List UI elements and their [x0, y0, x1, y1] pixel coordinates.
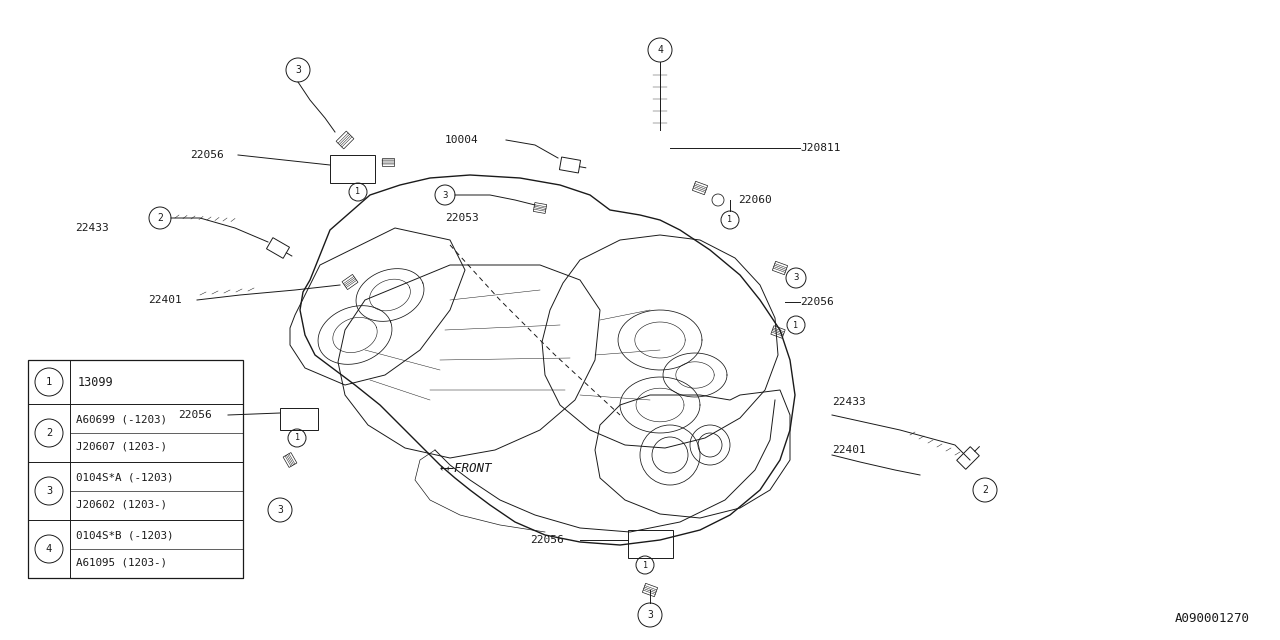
- Text: 22401: 22401: [832, 445, 865, 455]
- Text: 3: 3: [648, 610, 653, 620]
- Text: 2: 2: [157, 213, 163, 223]
- Text: J20811: J20811: [800, 143, 841, 153]
- Text: 1: 1: [356, 188, 361, 196]
- Text: 13099: 13099: [78, 376, 114, 388]
- Text: 0104S*A (-1203): 0104S*A (-1203): [76, 472, 174, 482]
- Text: 1: 1: [643, 561, 648, 570]
- Text: A60699 (-1203): A60699 (-1203): [76, 414, 166, 424]
- Text: 22060: 22060: [739, 195, 772, 205]
- Text: 2: 2: [982, 485, 988, 495]
- Text: 2: 2: [46, 428, 52, 438]
- Text: 22056: 22056: [530, 535, 563, 545]
- Text: 1: 1: [794, 321, 799, 330]
- Bar: [28, 360, 243, 578]
- Text: 3: 3: [46, 486, 52, 496]
- Text: 22056: 22056: [178, 410, 211, 420]
- Text: 3: 3: [443, 191, 448, 200]
- Text: 0104S*B (-1203): 0104S*B (-1203): [76, 530, 174, 540]
- Text: J20607 (1203-): J20607 (1203-): [76, 442, 166, 452]
- Text: 4: 4: [46, 544, 52, 554]
- Text: A61095 (1203-): A61095 (1203-): [76, 558, 166, 568]
- Text: 22056: 22056: [800, 297, 833, 307]
- Bar: [330, 155, 375, 183]
- Text: 3: 3: [276, 505, 283, 515]
- Text: 1: 1: [727, 216, 732, 225]
- Text: 3: 3: [794, 273, 799, 282]
- Text: 4: 4: [657, 45, 663, 55]
- Bar: [280, 408, 317, 430]
- Text: 22401: 22401: [148, 295, 182, 305]
- Text: 10004: 10004: [445, 135, 479, 145]
- Text: 22433: 22433: [76, 223, 109, 233]
- Text: ←←FRONT: ←←FRONT: [440, 461, 493, 474]
- Text: A090001270: A090001270: [1175, 612, 1251, 625]
- Bar: [628, 530, 673, 558]
- Text: 1: 1: [46, 377, 52, 387]
- Text: J20602 (1203-): J20602 (1203-): [76, 500, 166, 510]
- Text: 22433: 22433: [832, 397, 865, 407]
- Text: 3: 3: [296, 65, 301, 75]
- Text: 1: 1: [294, 433, 300, 442]
- Text: 22056: 22056: [189, 150, 224, 160]
- Text: 22053: 22053: [445, 213, 479, 223]
